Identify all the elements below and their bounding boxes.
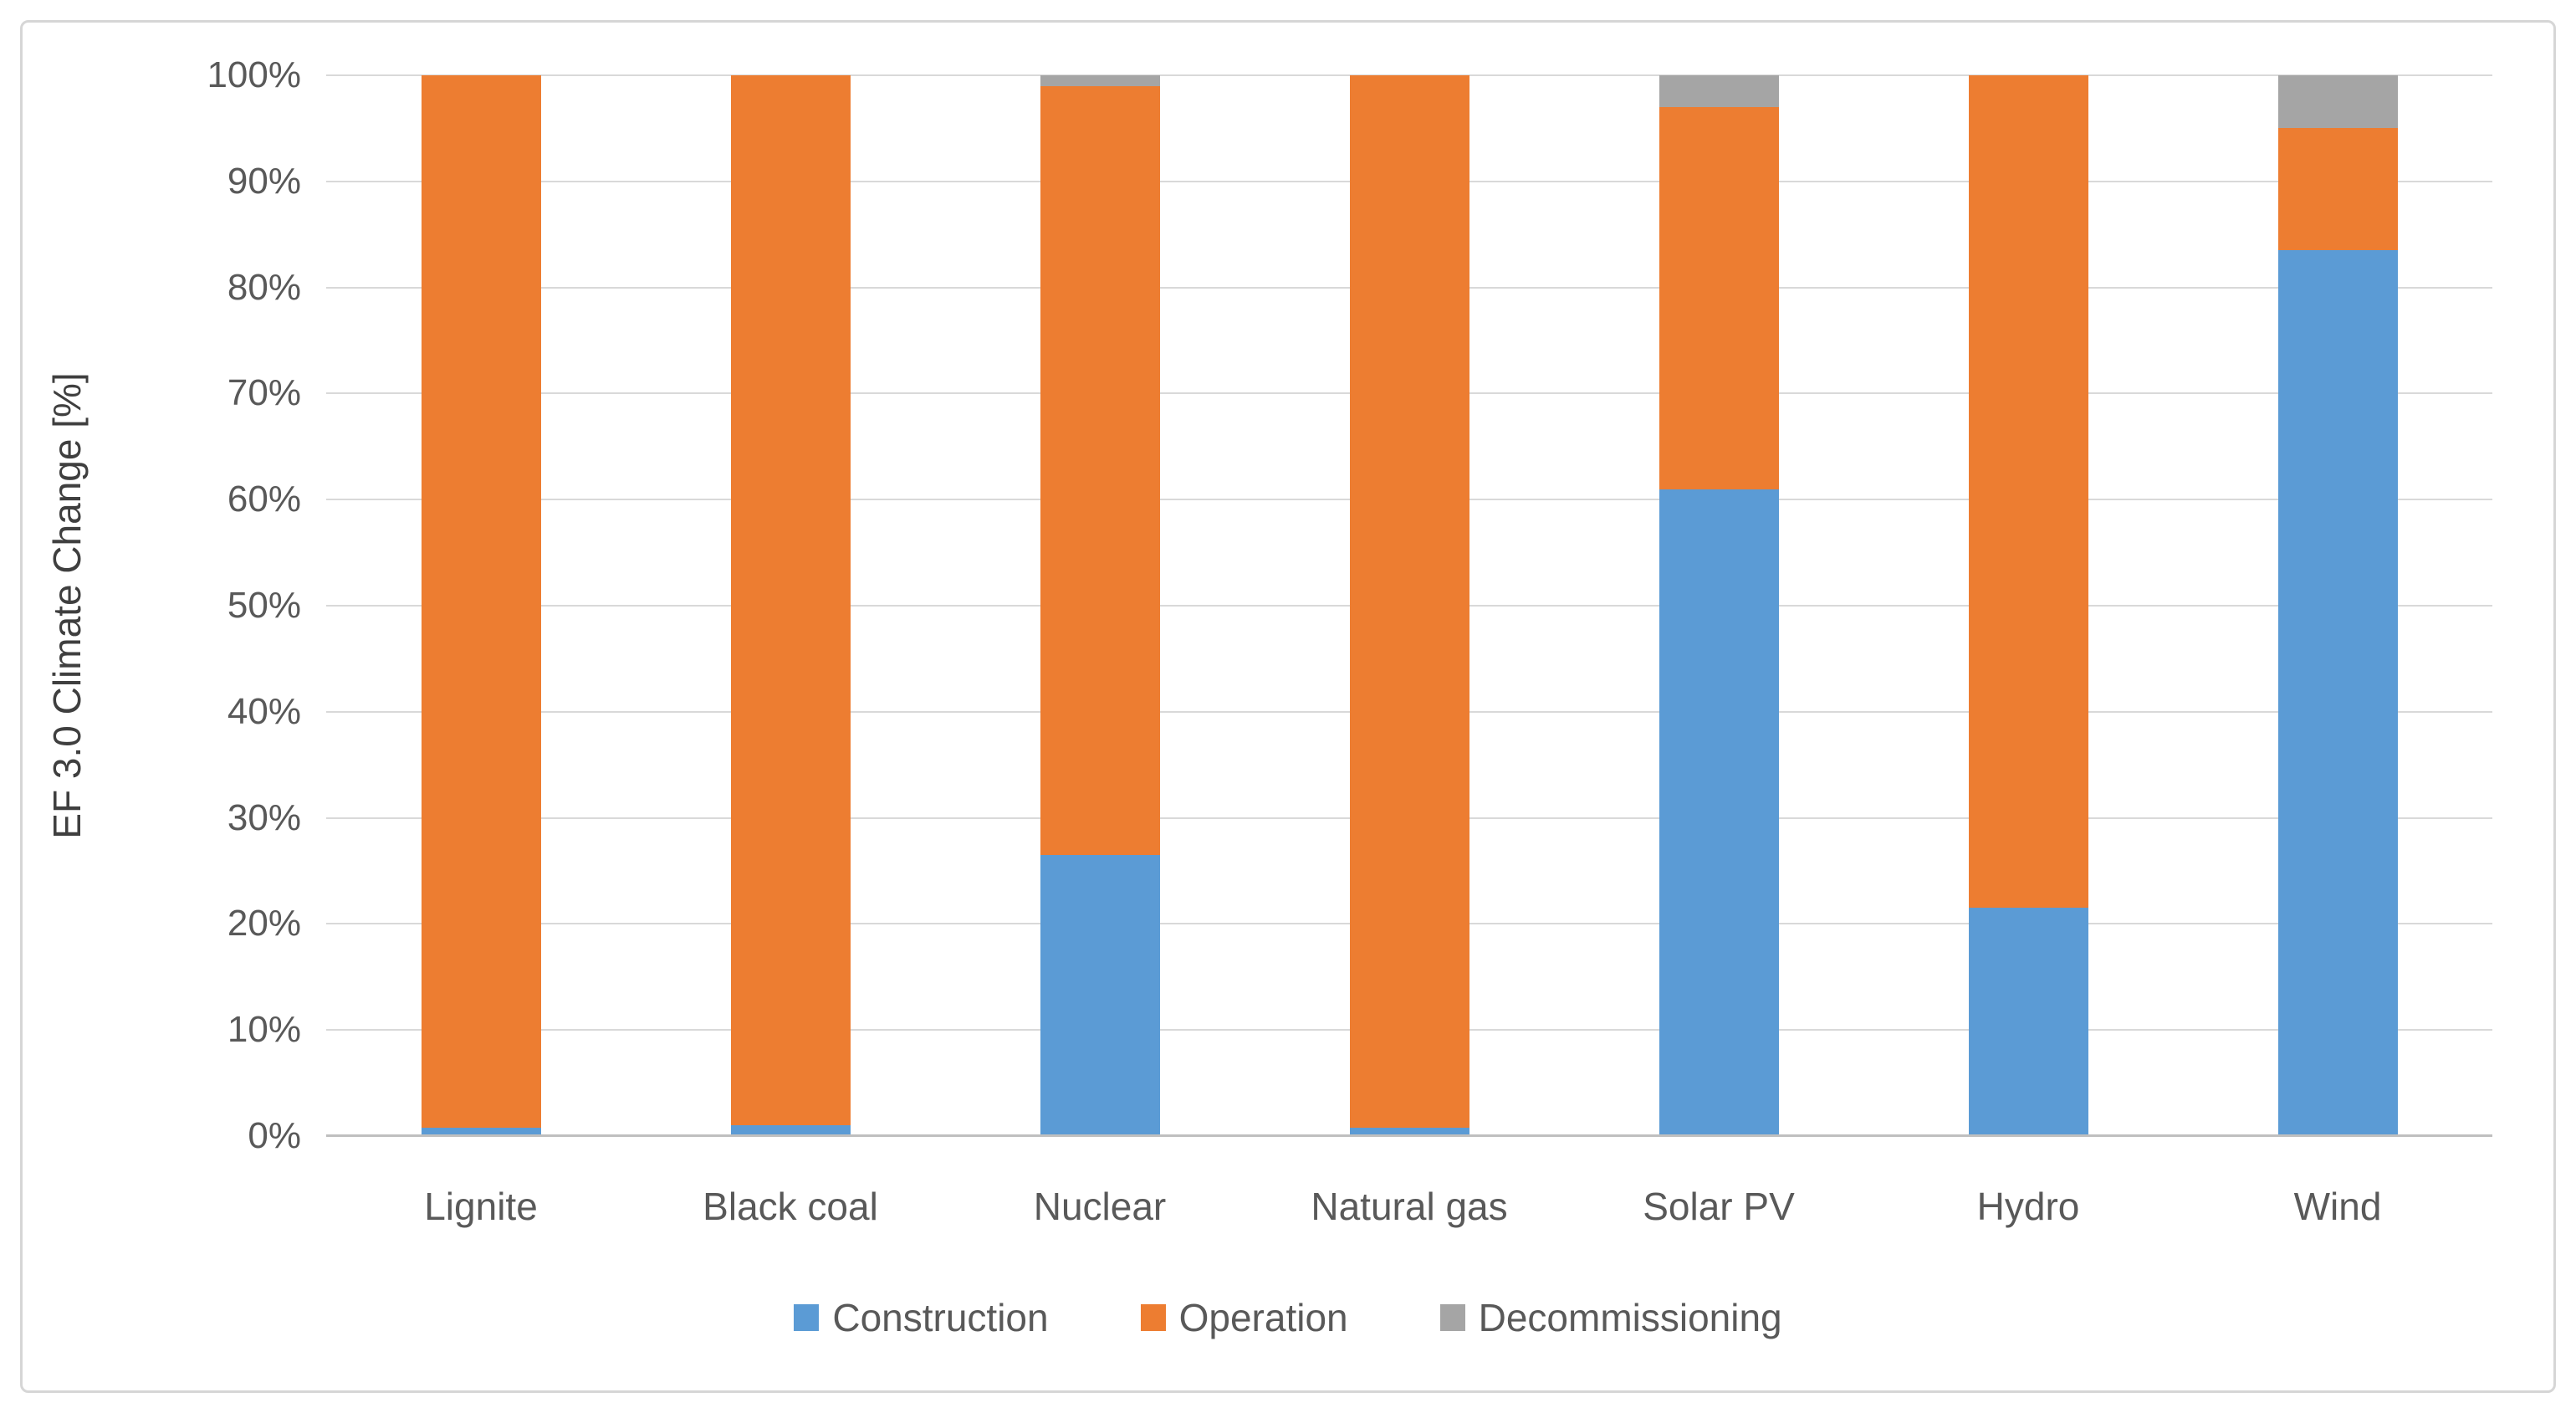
category-label-black-coal: Black coal: [703, 1185, 878, 1228]
bar-segment-construction-nuclear: [1040, 854, 1160, 1136]
bar-segment-decommissioning-nuclear: [1040, 75, 1160, 86]
bar-segment-operation-natural-gas: [1349, 75, 1469, 1128]
plot-area: [326, 74, 2492, 1137]
legend-swatch-decommissioning: [1439, 1304, 1465, 1331]
bar-segment-operation-wind: [2277, 128, 2398, 251]
bar-segment-operation-lignite: [421, 75, 541, 1128]
bar-segment-construction-solar-pv: [1659, 489, 1779, 1136]
category-label-wind: Wind: [2293, 1185, 2382, 1228]
legend-label-decommissioning: Decommissioning: [1478, 1296, 1782, 1339]
legend-item-construction: Construction: [794, 1295, 1049, 1340]
y-tick-label-60: 60%: [227, 479, 301, 520]
y-tick-label-30: 30%: [227, 796, 301, 838]
bar-segment-operation-black-coal: [730, 75, 851, 1126]
y-tick-label-80: 80%: [227, 266, 301, 308]
bar-segment-construction-natural-gas: [1349, 1127, 1469, 1136]
legend-label-operation: Operation: [1178, 1296, 1348, 1339]
y-tick-label-70: 70%: [227, 372, 301, 414]
figure-border: [20, 20, 2556, 1393]
bar-segment-operation-solar-pv: [1659, 107, 1779, 489]
bar-segment-operation-nuclear: [1040, 85, 1160, 855]
category-label-hydro: Hydro: [1976, 1185, 2080, 1228]
y-tick-label-50: 50%: [227, 585, 301, 626]
y-axis-title: EF 3.0 Climate Change [%]: [45, 372, 89, 839]
bar-segment-construction-lignite: [421, 1127, 541, 1136]
y-tick-label-20: 20%: [227, 903, 301, 945]
y-tick-label-40: 40%: [227, 690, 301, 732]
y-tick-label-100: 100%: [207, 54, 301, 95]
legend-swatch-construction: [794, 1304, 820, 1331]
bar-segment-decommissioning-solar-pv: [1659, 75, 1779, 108]
category-label-solar-pv: Solar PV: [1643, 1185, 1795, 1228]
legend-swatch-operation: [1140, 1304, 1166, 1331]
category-label-lignite: Lignite: [424, 1185, 538, 1228]
y-tick-label-0: 0%: [248, 1115, 301, 1156]
y-tick-label-10: 10%: [227, 1009, 301, 1051]
bar-segment-construction-wind: [2277, 250, 2398, 1136]
legend-item-decommissioning: Decommissioning: [1439, 1295, 1782, 1340]
legend-item-operation: Operation: [1140, 1295, 1348, 1340]
category-label-natural-gas: Natural gas: [1311, 1185, 1508, 1228]
legend: Construction Operation Decommissioning: [0, 1295, 2576, 1340]
x-axis-baseline: [326, 1134, 2492, 1137]
legend-label-construction: Construction: [832, 1296, 1049, 1339]
category-label-nuclear: Nuclear: [1033, 1185, 1167, 1228]
y-tick-label-90: 90%: [227, 160, 301, 202]
bar-segment-operation-hydro: [1968, 75, 2088, 909]
bar-segment-construction-black-coal: [730, 1125, 851, 1136]
bar-segment-construction-hydro: [1968, 908, 2088, 1136]
gridline-100: [326, 74, 2492, 76]
bar-segment-decommissioning-wind: [2277, 75, 2398, 129]
